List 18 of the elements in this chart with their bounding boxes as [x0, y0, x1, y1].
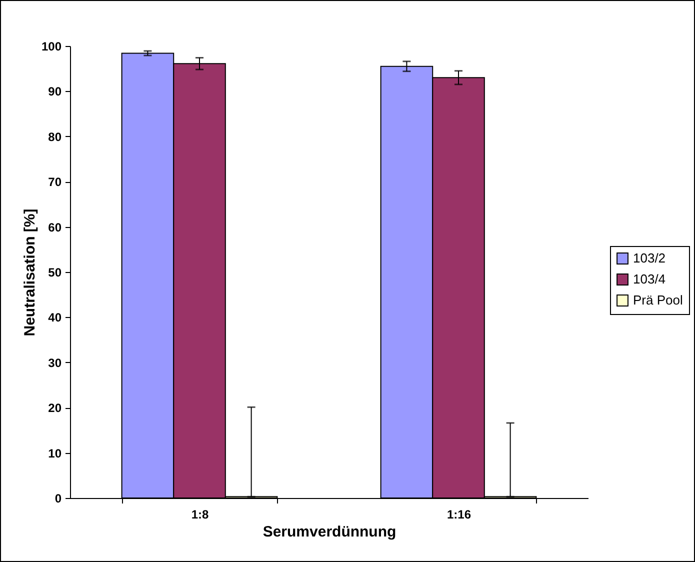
- y-tick-label: 80: [48, 130, 62, 144]
- y-axis-title: Neutralisation [%]: [21, 208, 38, 336]
- legend-label: 103/2: [633, 250, 666, 266]
- y-tick-label: 50: [48, 266, 62, 280]
- y-tick-label: 0: [54, 492, 62, 506]
- y-tick-label: 30: [48, 356, 62, 370]
- y-tick-label: 100: [41, 40, 62, 54]
- x-tick-label: 1:8: [191, 508, 209, 522]
- y-tick-label: 10: [48, 446, 62, 460]
- y-tick-label: 60: [48, 220, 62, 234]
- y-tick-label: 70: [48, 175, 62, 190]
- y-tick-label: 40: [48, 310, 62, 325]
- x-tick-label: 1:16: [446, 508, 472, 522]
- y-tick-label: 20: [48, 401, 62, 416]
- y-tick-label: 90: [48, 84, 62, 99]
- legend-label: 103/4: [633, 272, 666, 286]
- x-axis-title: Serumverdünnung: [262, 524, 396, 540]
- legend-label: Prä Pool: [633, 292, 683, 308]
